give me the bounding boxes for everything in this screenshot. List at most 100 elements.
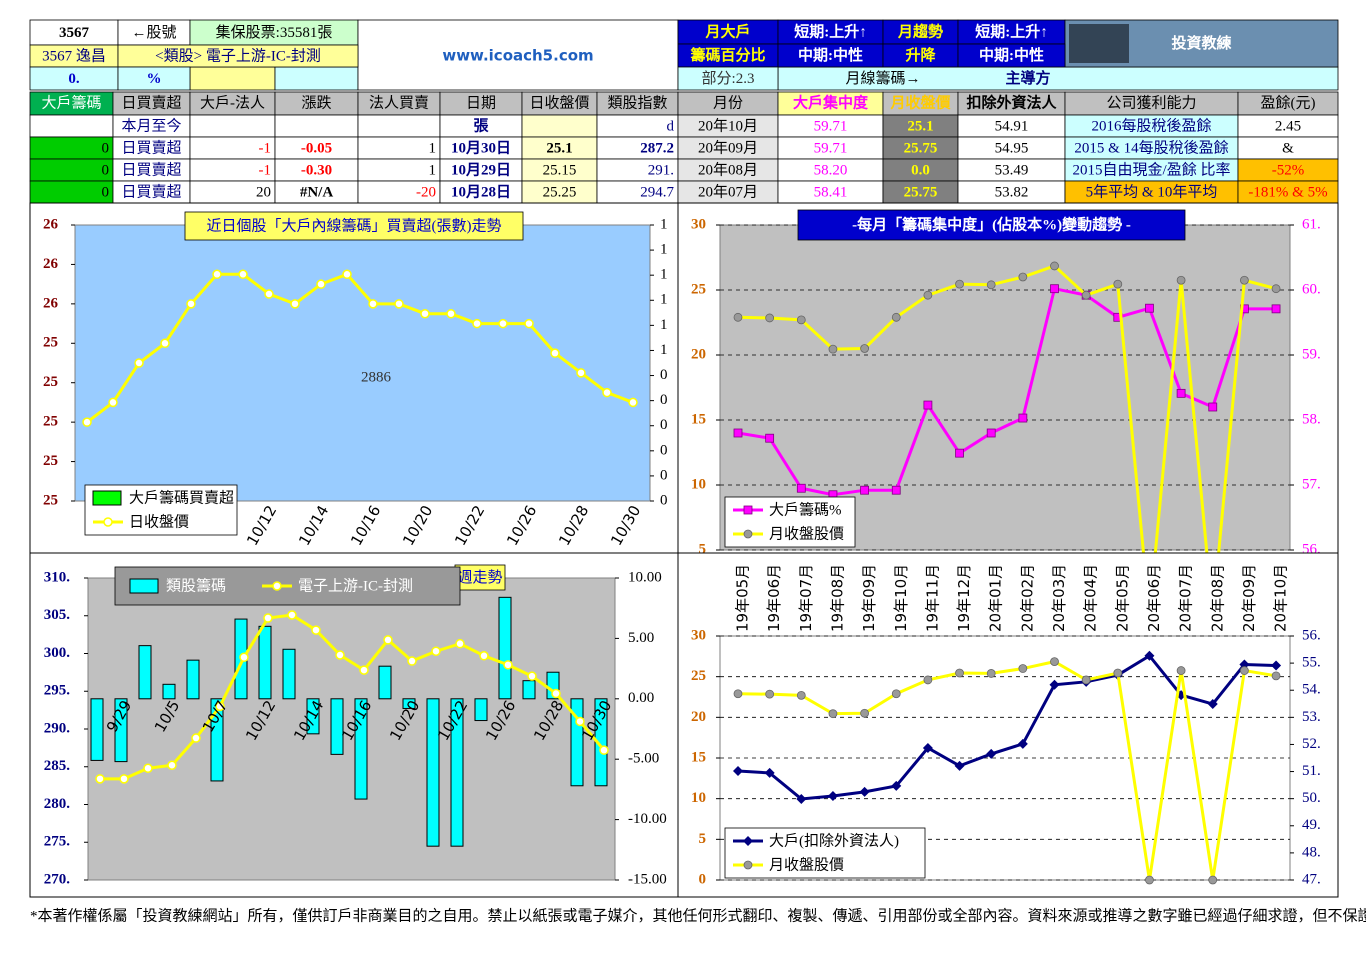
point [160, 338, 170, 349]
point [733, 428, 743, 438]
y2-tick-label: 60. [1302, 281, 1321, 297]
point [955, 448, 964, 458]
table-cell: -0.30 [301, 162, 332, 178]
x-tick-label: 20年01月 [987, 564, 1005, 632]
table-cell: & [1282, 140, 1294, 156]
y2-tick-label: 58. [1302, 411, 1321, 427]
point [1081, 290, 1091, 300]
y-tick-label: 26 [43, 216, 59, 232]
cell-bg [521, 114, 598, 138]
legend-label: 類股籌碼 [166, 577, 226, 594]
chart-title: 近日個股「大戶內線籌碼」買賣超(張數)走勢 [207, 217, 502, 234]
x-tick-label: 19年09月 [860, 564, 878, 632]
table-cell: 20年10月 [698, 117, 758, 134]
x-tick-label: 20年09月 [1240, 564, 1258, 632]
legend-label: 大戶籌碼買賣超 [129, 489, 234, 506]
point [743, 505, 753, 515]
table-cell: 25.15 [543, 162, 577, 178]
point [743, 529, 753, 539]
y-tick-label: 0 [699, 871, 707, 887]
column-header: 漲跌 [301, 94, 331, 111]
point [290, 299, 300, 309]
y2-tick-label: 0 [660, 367, 668, 383]
x-tick-label: 20年06月 [1145, 564, 1163, 632]
legend-box [724, 827, 926, 879]
table-cell: #N/A [300, 184, 334, 200]
x-tick-label: 19年07月 [797, 564, 815, 632]
table-cell: -1 [259, 140, 272, 156]
point [1176, 275, 1186, 285]
point [527, 671, 537, 681]
plot-area [719, 224, 1291, 551]
bar [186, 659, 200, 700]
title-box [797, 209, 1186, 241]
header-cell: 籌碼百分比 [690, 46, 765, 64]
point [860, 485, 869, 495]
point [215, 701, 225, 712]
bar [354, 698, 368, 800]
point [1017, 738, 1028, 749]
point [796, 483, 806, 493]
point [119, 774, 129, 784]
table-cell: 1 [429, 140, 437, 156]
point [108, 397, 118, 408]
point [455, 638, 465, 649]
site-url: www.icoach5.com [442, 47, 593, 65]
header-cell: 主導方 [1005, 69, 1050, 87]
point [103, 517, 113, 527]
y2-tick-label: 0 [660, 492, 668, 508]
y2-tick-label: 54. [1302, 682, 1321, 698]
x-tick-label: 20年07月 [1177, 564, 1195, 632]
y2-tick-label: -5.00 [628, 751, 659, 767]
point [1144, 650, 1155, 661]
chart: 270. 275. 280. 285. 290. 295. 300. 305. 310. -15.… [44, 564, 667, 887]
y-tick-label: 5 [699, 831, 707, 847]
table-cell: 2016每股稅後盈餘 [1091, 117, 1211, 134]
header-cell: 月大戶 [704, 22, 750, 40]
cell-bg [189, 66, 276, 91]
table-cell: 25.75 [904, 140, 938, 156]
x-tick-label: 19年05月 [734, 564, 752, 632]
y-tick-label: 25 [43, 453, 58, 469]
bar [162, 683, 176, 700]
point [1113, 668, 1123, 678]
column-header: 大戶-法人 [200, 94, 265, 111]
point [342, 269, 352, 280]
table-cell: 2015 & 14每股稅後盈餘 [1074, 139, 1228, 156]
table-cell: -181% & 5% [1248, 184, 1327, 200]
point [575, 716, 585, 727]
point [1050, 657, 1059, 667]
bar [90, 698, 104, 761]
x-tick-label: 20年08月 [1208, 564, 1226, 632]
y2-tick-label: 0 [660, 417, 668, 433]
table-cell: 58.20 [814, 162, 848, 178]
point [796, 315, 806, 325]
point [498, 318, 508, 329]
point [446, 308, 456, 319]
bar [402, 698, 416, 709]
bar [450, 698, 464, 847]
table-cell: 25.1 [546, 140, 572, 156]
y2-tick-label: 5.00 [628, 630, 654, 646]
table-cell: 54.95 [995, 140, 1029, 156]
point [1176, 666, 1186, 675]
bar [210, 698, 224, 782]
legend-label: 大戶籌碼% [769, 501, 842, 518]
point [891, 780, 902, 791]
point [335, 650, 345, 660]
table-cell: 25.25 [543, 184, 577, 200]
point [212, 269, 222, 280]
title-box [454, 564, 506, 591]
y2-tick-label: 61. [1302, 216, 1321, 232]
cell-bg [274, 66, 359, 91]
cell-bg [957, 43, 1066, 68]
x-tick-label: 20年10月 [1272, 564, 1290, 632]
legend-label: 月收盤股價 [769, 525, 844, 542]
column-header: 扣除外資法人 [966, 93, 1057, 111]
point [599, 745, 609, 755]
column-header: 類股指數 [607, 94, 667, 111]
point [765, 689, 775, 699]
point [1018, 413, 1028, 423]
y-tick-label: 280. [44, 796, 71, 812]
